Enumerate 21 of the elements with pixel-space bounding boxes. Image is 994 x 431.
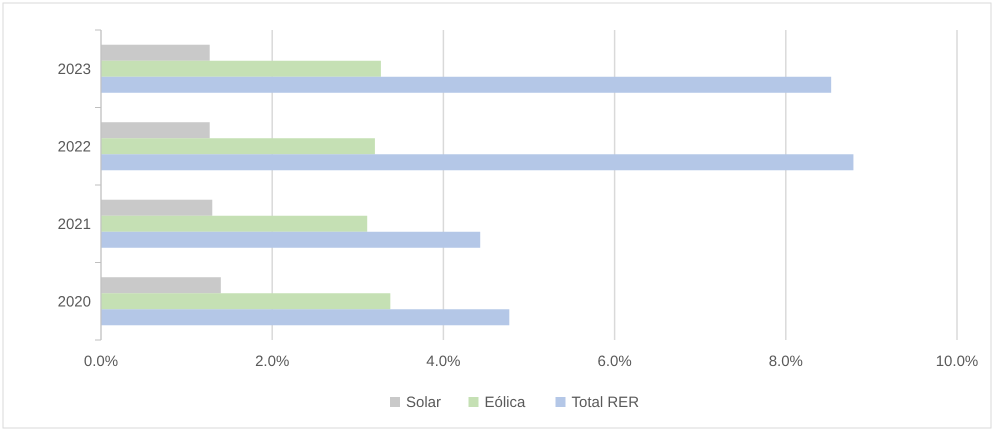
y-tick-label: 2020 [58, 294, 91, 310]
legend-label: Eólica [484, 394, 526, 411]
x-tick-label: 4.0% [426, 353, 460, 370]
x-tick-label: 8.0% [768, 353, 803, 370]
bar [101, 60, 381, 77]
x-tick-label: 2.0% [255, 353, 290, 370]
x-tick-label: 10.0% [936, 353, 978, 370]
bar [101, 138, 375, 154]
x-tick-label: 6.0% [598, 353, 632, 370]
x-tick-label: 0.0% [84, 353, 118, 370]
bar [101, 309, 510, 326]
bar [101, 154, 854, 170]
y-tick-label: 2023 [58, 61, 91, 78]
bar [101, 232, 480, 248]
y-tick-label: 2022 [58, 138, 91, 156]
y-tick-label: 2021 [58, 216, 91, 233]
legend-label: Solar [406, 394, 442, 411]
bar [101, 76, 832, 93]
bar [101, 216, 368, 232]
bar [101, 293, 390, 310]
legend-label: Total RER [572, 394, 640, 411]
